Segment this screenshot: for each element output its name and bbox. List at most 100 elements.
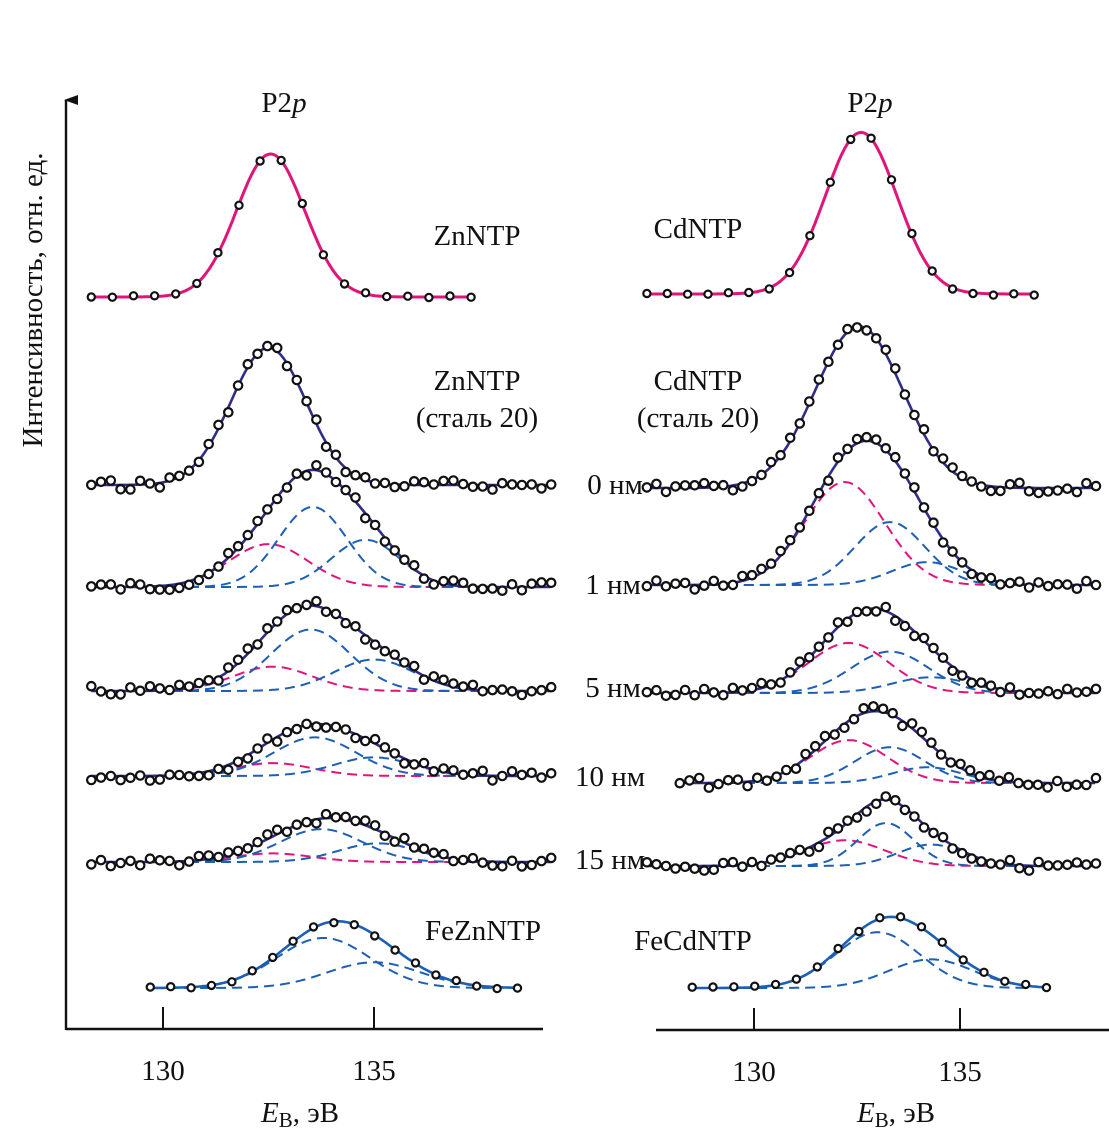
data-point	[448, 475, 459, 486]
data-point	[467, 481, 479, 493]
data-point	[1081, 779, 1092, 791]
data-point	[956, 470, 968, 482]
data-point	[134, 685, 146, 697]
data-point	[1090, 480, 1102, 492]
data-point	[1033, 688, 1044, 699]
data-point	[170, 289, 181, 299]
data-point	[765, 679, 777, 690]
data-point	[1023, 865, 1035, 876]
data-point	[880, 344, 892, 356]
data-point	[399, 758, 410, 769]
data-point	[448, 575, 459, 586]
data-point	[693, 772, 705, 784]
data-point	[1062, 483, 1073, 494]
data-point	[399, 657, 410, 668]
data-point	[467, 852, 479, 864]
data-point	[993, 775, 1005, 787]
data-point	[457, 478, 469, 490]
data-point	[193, 574, 205, 586]
data-point	[985, 858, 997, 869]
data-point	[1042, 685, 1054, 697]
data-point	[281, 360, 293, 372]
data-point	[870, 434, 882, 445]
data-point	[115, 584, 126, 595]
data-point	[926, 737, 937, 748]
data-point	[252, 515, 263, 527]
data-point	[1014, 477, 1025, 489]
data-point	[125, 577, 136, 589]
data-point	[506, 685, 518, 697]
spectrum-zn-2	[86, 459, 557, 596]
data-point	[689, 584, 700, 595]
data-point	[866, 133, 876, 143]
data-point	[369, 639, 381, 650]
data-point	[164, 855, 175, 867]
thickness-label: 5 нм	[585, 672, 641, 704]
data-point	[424, 292, 434, 303]
data-point	[506, 855, 518, 867]
data-point	[1022, 779, 1034, 791]
data-point	[682, 289, 693, 299]
data-point	[937, 537, 949, 548]
labels-group: 130 135 P2p EB, эВ ZnNTP ZnNTP (сталь 20) 0 нм 1…	[17, 87, 982, 1132]
data-point	[496, 860, 508, 872]
data-point	[213, 763, 224, 775]
data-point	[262, 829, 273, 840]
data-point	[487, 775, 498, 786]
data-point	[466, 292, 476, 302]
data-point	[832, 452, 844, 463]
data-point	[487, 684, 498, 696]
data-point	[947, 462, 958, 473]
data-point	[145, 982, 155, 992]
data-point	[496, 477, 508, 489]
data-point	[1003, 771, 1015, 783]
data-point	[829, 729, 840, 740]
data-point	[974, 770, 986, 782]
data-point	[687, 982, 697, 992]
data-point	[899, 804, 911, 816]
data-point	[723, 288, 734, 298]
data-point	[727, 579, 739, 591]
data-point	[262, 733, 273, 744]
data-point	[213, 419, 224, 431]
sample-label: ZnNTP	[434, 220, 521, 252]
data-point	[689, 479, 700, 491]
data-point	[330, 449, 342, 461]
data-point	[340, 724, 351, 735]
data-point	[717, 689, 729, 701]
data-point	[467, 583, 479, 594]
data-point	[281, 726, 293, 738]
data-point	[1081, 686, 1092, 698]
data-point	[193, 677, 205, 689]
data-point	[223, 662, 234, 673]
data-point	[771, 771, 782, 782]
sample-label: ZnNTP	[434, 365, 521, 397]
data-point	[708, 864, 720, 876]
data-point	[418, 476, 430, 488]
data-point	[1052, 860, 1063, 871]
data-point	[641, 856, 653, 868]
data-point	[784, 534, 796, 546]
data-point	[379, 742, 391, 753]
data-point	[438, 575, 449, 587]
data-point	[350, 815, 361, 827]
data-point	[899, 389, 911, 400]
data-point	[223, 764, 234, 776]
data-point	[660, 860, 672, 872]
data-point	[154, 683, 166, 694]
data-point	[832, 617, 844, 628]
data-point	[271, 493, 283, 505]
data-point	[751, 772, 763, 784]
data-point	[242, 529, 254, 541]
data-point	[320, 441, 332, 453]
data-point	[291, 468, 303, 479]
data-point	[756, 677, 767, 689]
data-point	[956, 557, 968, 568]
data-point	[889, 794, 901, 806]
data-point	[966, 568, 977, 580]
data-point	[1081, 859, 1092, 870]
data-point	[975, 856, 987, 867]
data-point	[794, 656, 806, 667]
data-point	[1042, 860, 1054, 871]
data-point	[276, 155, 286, 166]
